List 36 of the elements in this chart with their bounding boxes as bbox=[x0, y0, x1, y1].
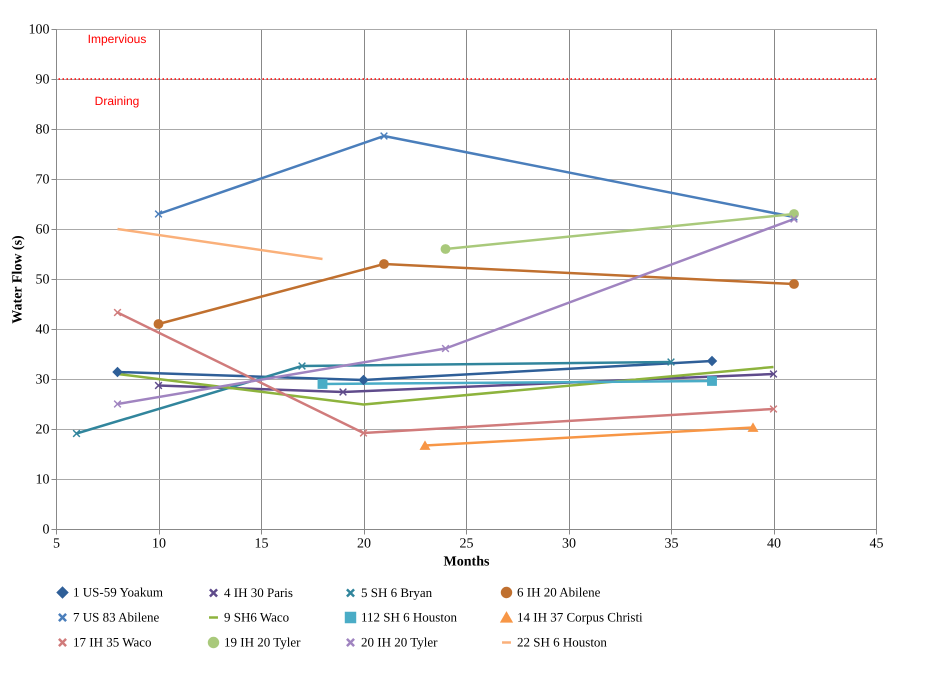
y-tick-label: 40 bbox=[36, 322, 50, 338]
y-tick-label: 80 bbox=[36, 122, 50, 138]
x-axis-title: Months bbox=[444, 554, 490, 570]
legend-label: 4 IH 30 Paris bbox=[224, 584, 293, 600]
y-tick-label: 0 bbox=[42, 522, 50, 538]
x-tick-label: 40 bbox=[767, 536, 781, 552]
x-tick-label: 15 bbox=[254, 536, 268, 552]
legend-label: 5 SH 6 Bryan bbox=[361, 584, 433, 600]
y-tick-label: 10 bbox=[36, 472, 50, 488]
legend-label: 6 IH 20 Abilene bbox=[517, 584, 601, 600]
y-tick-label: 100 bbox=[28, 22, 50, 38]
legend-label: 22 SH 6 Houston bbox=[517, 634, 608, 650]
y-tick-label: 70 bbox=[36, 172, 50, 188]
x-tick-label: 30 bbox=[562, 536, 576, 552]
y-tick-label: 50 bbox=[36, 272, 50, 288]
annotation: Impervious bbox=[88, 32, 146, 46]
legend-label: 112 SH 6 Houston bbox=[361, 610, 458, 624]
annotation: Draining bbox=[94, 94, 140, 108]
x-tick-label: 5 bbox=[53, 536, 60, 552]
legend-label: 17 IH 35 Waco bbox=[73, 634, 152, 650]
legend-label: 20 IH 20 Tyler bbox=[361, 634, 438, 650]
x-tick-label: 20 bbox=[357, 536, 371, 552]
x-tick-label: 45 bbox=[870, 536, 884, 552]
legend-label: 19 IH 20 Tyler bbox=[224, 634, 302, 650]
legend-label: 1 US-59 Yoakum bbox=[73, 584, 163, 600]
legend-label: 7 US 83 Abilene bbox=[73, 610, 160, 624]
y-axis-title: Water Flow (s) bbox=[10, 234, 26, 324]
x-tick-label: 25 bbox=[460, 536, 474, 552]
x-tick-label: 10 bbox=[152, 536, 166, 552]
y-tick-label: 90 bbox=[36, 72, 50, 88]
x-tick-label: 35 bbox=[664, 536, 678, 552]
y-tick-label: 60 bbox=[36, 222, 50, 238]
y-tick-label: 20 bbox=[36, 422, 50, 438]
legend-label: 9 SH6 Waco bbox=[224, 610, 290, 624]
legend-label: 14 IH 37 Corpus Christi bbox=[517, 610, 644, 624]
y-tick-label: 30 bbox=[36, 372, 50, 388]
